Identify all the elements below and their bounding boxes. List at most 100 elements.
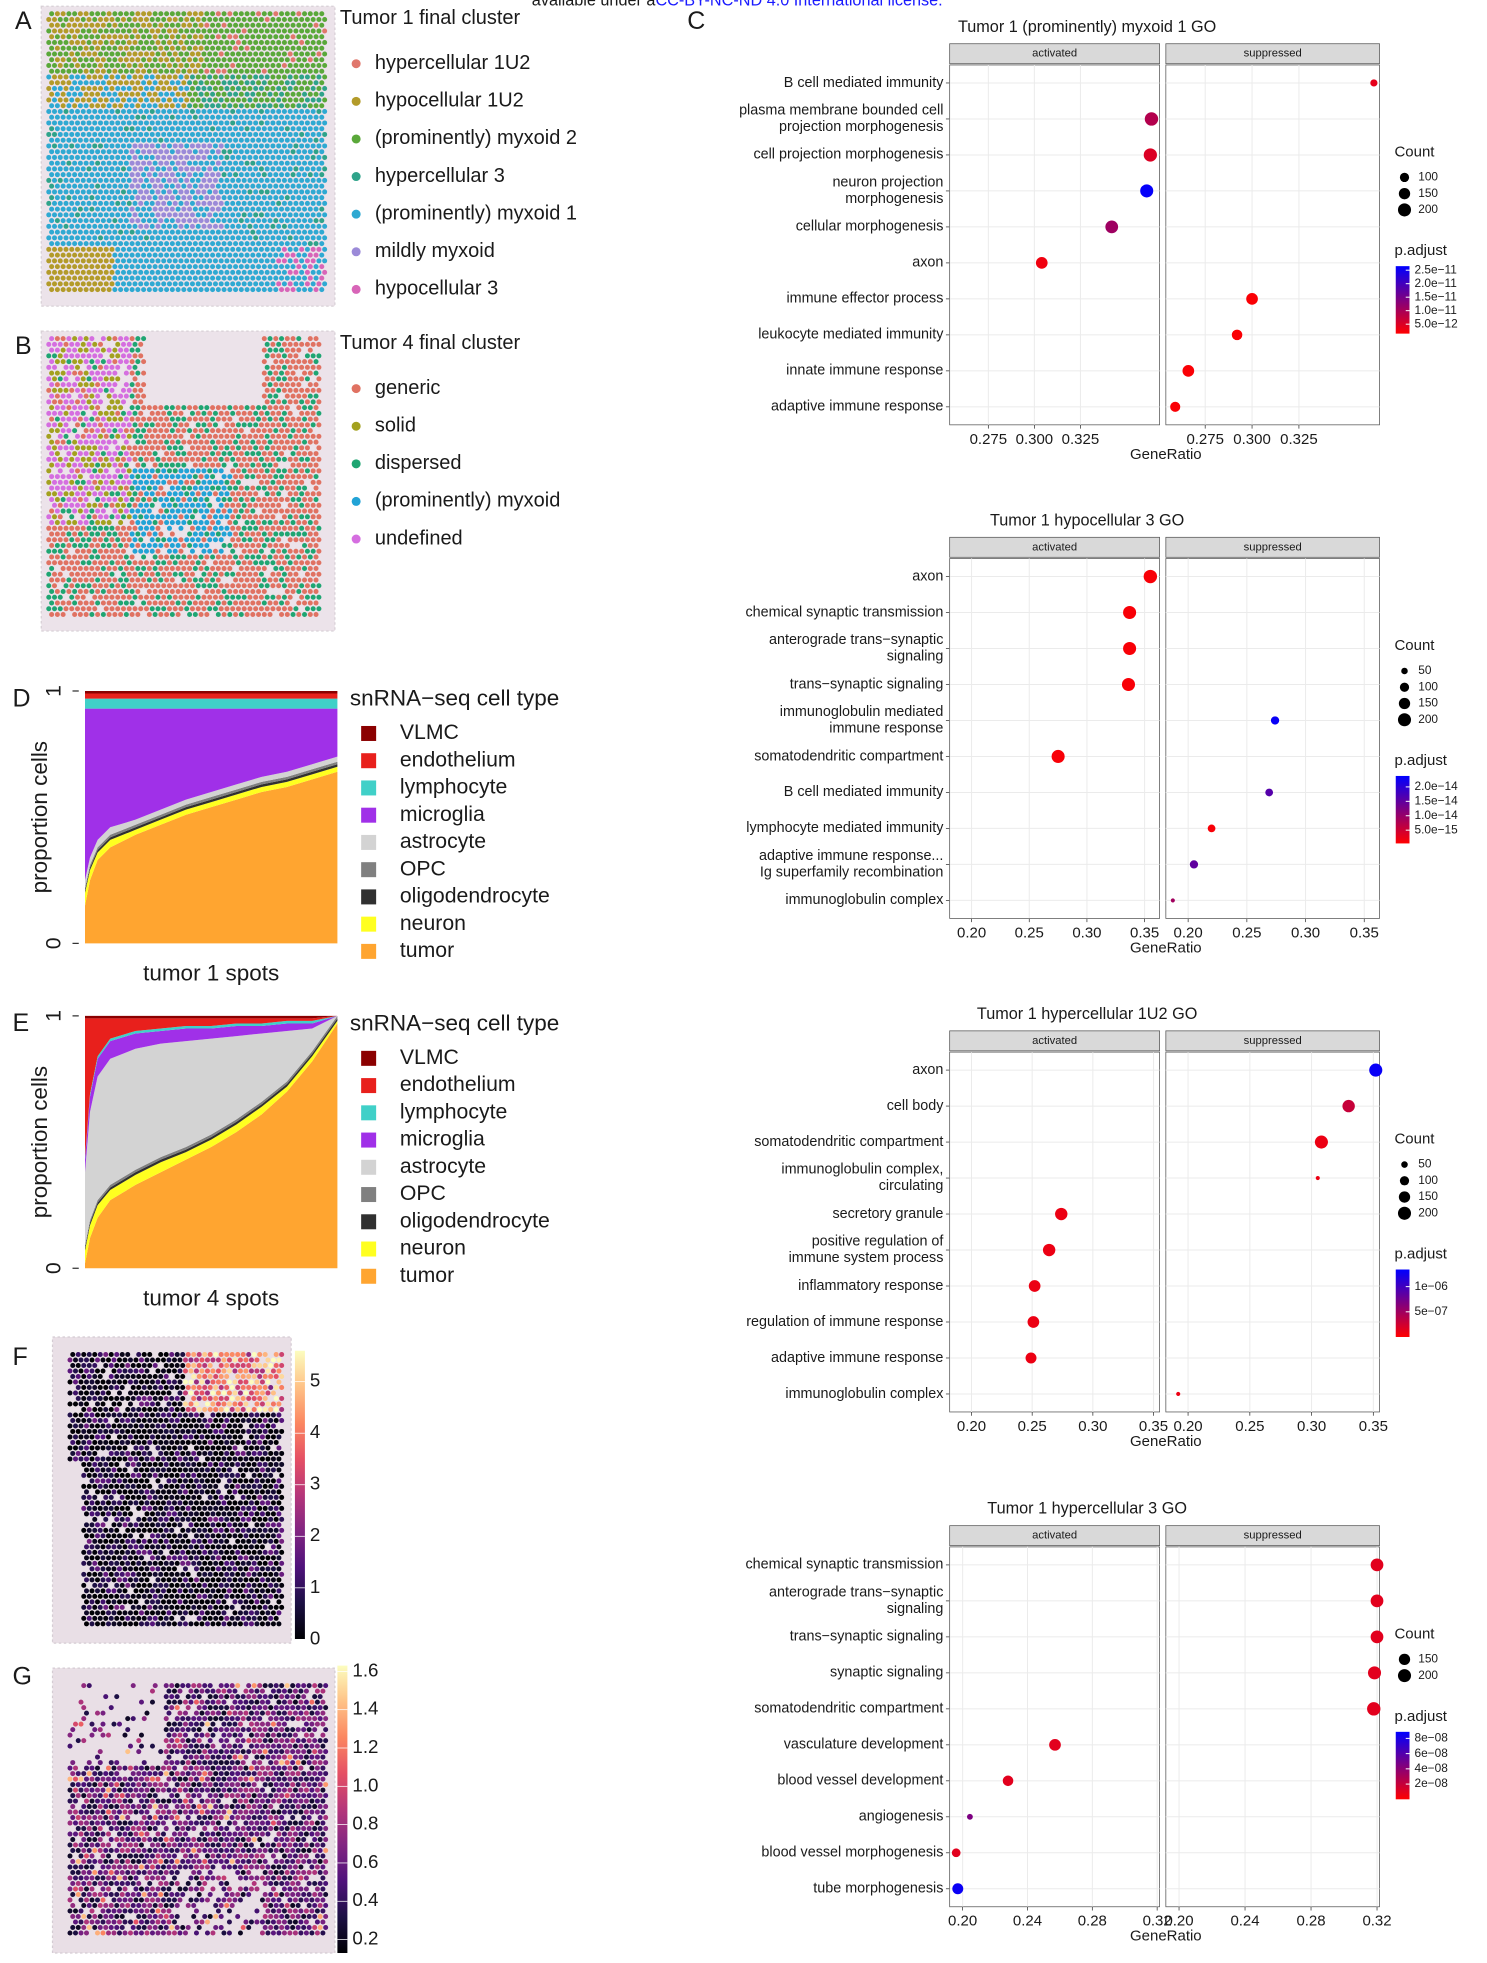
legend-label: neuron xyxy=(400,911,466,935)
spot xyxy=(236,212,241,217)
spot xyxy=(270,491,275,496)
spot xyxy=(49,287,54,292)
spot xyxy=(268,149,273,154)
spot xyxy=(259,572,264,577)
spot xyxy=(150,514,155,519)
spot xyxy=(216,161,221,166)
spot xyxy=(58,491,63,496)
spot xyxy=(233,428,238,433)
spot xyxy=(270,353,275,358)
spot xyxy=(164,23,169,28)
spot xyxy=(256,11,261,16)
spot xyxy=(184,281,189,286)
spot xyxy=(118,264,123,269)
spot xyxy=(141,138,146,143)
spot xyxy=(187,34,192,39)
spot xyxy=(239,612,244,617)
spot xyxy=(250,497,255,502)
spot xyxy=(58,388,63,393)
spot xyxy=(236,97,241,102)
spot xyxy=(58,376,63,381)
spot xyxy=(196,583,201,588)
spot xyxy=(314,276,319,281)
spot xyxy=(121,514,126,519)
spot xyxy=(155,1357,160,1362)
spot xyxy=(109,526,114,531)
spot xyxy=(268,195,273,200)
spot xyxy=(314,440,319,445)
spot xyxy=(302,115,307,120)
spot xyxy=(167,17,172,22)
spot xyxy=(89,115,94,120)
spot xyxy=(319,46,324,51)
spot xyxy=(138,258,143,263)
spot xyxy=(322,155,327,160)
spot xyxy=(302,34,307,39)
spot xyxy=(204,578,209,583)
spot xyxy=(311,411,316,416)
spot xyxy=(268,184,273,189)
spot xyxy=(55,417,60,422)
spot xyxy=(107,463,112,468)
spot xyxy=(130,11,135,16)
spot xyxy=(115,468,120,473)
spot xyxy=(279,417,284,422)
spot xyxy=(68,1368,73,1373)
spot xyxy=(109,365,114,370)
spot xyxy=(210,138,215,143)
spot xyxy=(72,509,77,514)
spot xyxy=(279,520,284,525)
spot xyxy=(46,178,51,183)
spot xyxy=(87,281,92,286)
spot xyxy=(135,103,140,108)
spot xyxy=(299,270,304,275)
spot xyxy=(224,224,229,229)
spot xyxy=(236,583,241,588)
spot xyxy=(92,109,97,114)
spot xyxy=(112,336,117,341)
spot xyxy=(204,520,209,525)
spot xyxy=(135,241,140,246)
spot xyxy=(187,241,192,246)
spot xyxy=(236,445,241,450)
spot xyxy=(178,537,183,542)
spot xyxy=(316,97,321,102)
spot xyxy=(285,428,290,433)
spot xyxy=(89,601,94,606)
spot xyxy=(288,63,293,68)
spot xyxy=(84,195,89,200)
spot xyxy=(285,264,290,269)
spot xyxy=(311,28,316,33)
spot xyxy=(279,126,284,131)
spot xyxy=(288,235,293,240)
spot xyxy=(224,201,229,206)
spot xyxy=(236,595,241,600)
spot xyxy=(92,526,97,531)
spot xyxy=(58,411,63,416)
spot xyxy=(316,491,321,496)
legend-swatch xyxy=(361,1214,376,1229)
spot xyxy=(46,399,51,404)
spot xyxy=(239,451,244,456)
spot xyxy=(247,468,252,473)
spot xyxy=(282,445,287,450)
spot xyxy=(204,57,209,62)
spot xyxy=(55,463,60,468)
spot xyxy=(285,394,290,399)
spot xyxy=(282,549,287,554)
spot xyxy=(236,457,241,462)
spot xyxy=(98,503,103,508)
spot xyxy=(118,230,123,235)
spot xyxy=(141,463,146,468)
spot xyxy=(193,80,198,85)
spot xyxy=(112,207,117,212)
spot xyxy=(170,23,175,28)
spot xyxy=(236,434,241,439)
spot xyxy=(259,74,264,79)
spot xyxy=(308,57,313,62)
spot xyxy=(210,207,215,212)
spot xyxy=(118,589,123,594)
spot xyxy=(127,606,132,611)
spot xyxy=(176,474,181,479)
spot xyxy=(155,86,160,91)
